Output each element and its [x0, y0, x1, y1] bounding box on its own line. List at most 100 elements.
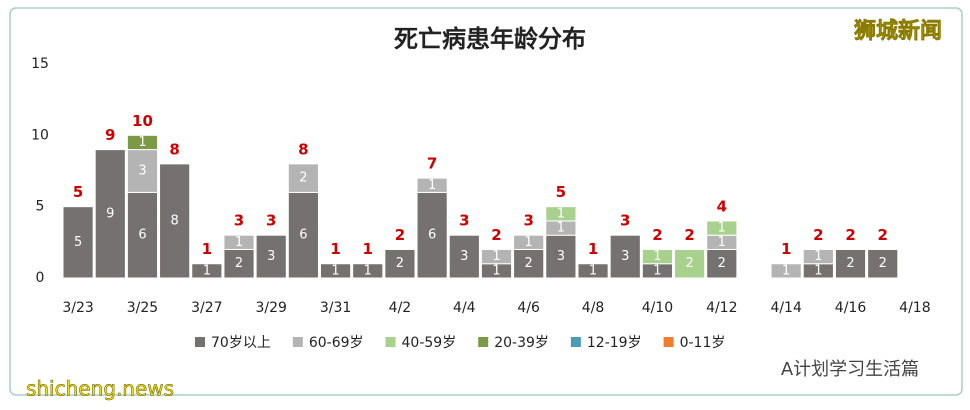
- bar-segment: [480, 248, 513, 265]
- segment-label: 1: [138, 135, 146, 150]
- bar-segment: [352, 263, 384, 279]
- bar-segment: [126, 134, 159, 151]
- x-tick-label: 3/23: [62, 300, 93, 316]
- segment-label: 1: [653, 263, 661, 278]
- segment-label: 3: [267, 249, 275, 264]
- total-label: 10: [132, 112, 153, 130]
- x-tick-label: 3/31: [320, 300, 351, 316]
- x-tick-label: 4/4: [453, 300, 476, 316]
- total-label: 2: [491, 226, 501, 244]
- total-label: 3: [523, 212, 533, 230]
- total-label: 1: [588, 240, 598, 258]
- segment-label: 3: [138, 164, 146, 179]
- legend-label: 12-19岁: [587, 335, 642, 351]
- segment-label: 3: [621, 249, 629, 264]
- segment-label: 1: [235, 235, 243, 250]
- segment-label: 1: [331, 263, 339, 278]
- legend-swatch: [385, 337, 396, 347]
- bar-segment: [94, 149, 126, 279]
- bar-segment: [674, 248, 706, 279]
- segment-label: 1: [718, 221, 726, 236]
- segment-label: 1: [814, 263, 822, 278]
- legend-swatch: [478, 337, 489, 347]
- y-tick-label: 15: [31, 56, 49, 72]
- total-label: 2: [878, 226, 888, 244]
- bar-segment: [319, 263, 352, 279]
- total-label: 7: [427, 155, 437, 173]
- segment-label: 1: [557, 221, 565, 236]
- bar-segment: [448, 234, 480, 279]
- x-tick-label: 4/2: [389, 300, 412, 316]
- total-label: 3: [459, 212, 469, 230]
- footer-site: shicheng.news: [26, 377, 174, 401]
- total-label: 5: [556, 183, 566, 201]
- legend-label: 0-11岁: [680, 335, 726, 351]
- total-label: 8: [169, 140, 179, 158]
- segment-label: 1: [492, 263, 500, 278]
- bar-segment: [706, 220, 738, 236]
- total-label: 1: [363, 240, 373, 258]
- segment-label: 2: [879, 256, 887, 271]
- bar-segment: [545, 234, 577, 279]
- legend-swatch: [292, 337, 303, 347]
- segment-label: 3: [460, 249, 468, 264]
- x-tick-label: 3/29: [255, 300, 286, 316]
- total-label: 2: [813, 226, 823, 244]
- segment-label: 6: [428, 228, 436, 243]
- segment-label: 1: [203, 263, 211, 278]
- segment-label: 9: [106, 206, 114, 221]
- total-label: 1: [330, 240, 340, 258]
- bar-segment: [770, 263, 802, 279]
- segment-label: 6: [138, 228, 146, 243]
- legend-swatch: [663, 337, 674, 347]
- legend-swatch: [570, 337, 581, 347]
- y-tick-label: 10: [31, 127, 49, 143]
- legend-label: 20-39岁: [494, 335, 549, 351]
- bar-segment: [62, 206, 94, 279]
- segment-label: 1: [653, 249, 661, 264]
- bar-segment: [384, 248, 416, 279]
- footer-account: A计划学习生活篇: [781, 359, 919, 380]
- segment-label: 1: [364, 263, 372, 278]
- segment-label: 2: [685, 256, 693, 271]
- segment-label: 2: [846, 256, 854, 271]
- total-label: 4: [717, 197, 727, 215]
- bar-segment: [223, 248, 255, 279]
- segment-label: 1: [428, 178, 436, 193]
- segment-label: 2: [525, 256, 533, 271]
- total-label: 2: [684, 226, 694, 244]
- legend-swatch: [195, 337, 205, 347]
- bar-segment: [416, 191, 448, 279]
- bar-segment: [255, 234, 287, 279]
- bar-segment: [416, 177, 448, 193]
- x-tick-label: 4/6: [517, 300, 540, 316]
- total-label: 1: [781, 240, 791, 258]
- legend-label: 40-59岁: [402, 335, 457, 351]
- chart-title: 死亡病患年龄分布: [394, 25, 586, 53]
- segment-label: 2: [396, 256, 404, 271]
- total-label: 2: [652, 226, 662, 244]
- bar-segment: [834, 248, 867, 279]
- y-tick-label: 0: [36, 270, 45, 286]
- x-tick-label: 4/10: [642, 300, 673, 316]
- total-label: 3: [266, 212, 276, 230]
- bar-segment: [641, 248, 674, 265]
- segment-label: 2: [235, 256, 243, 271]
- bar-segment: [191, 263, 223, 279]
- segment-label: 1: [525, 235, 533, 250]
- bar-segment: [159, 163, 191, 279]
- chart-frame: [9, 7, 963, 396]
- bar-segment: [867, 248, 899, 279]
- bar-segment: [287, 191, 319, 279]
- total-label: 9: [105, 126, 115, 144]
- segment-label: 8: [171, 213, 179, 228]
- bar-segment: [577, 263, 609, 279]
- bar-segment: [545, 206, 577, 222]
- segment-label: 1: [718, 235, 726, 250]
- total-label: 2: [845, 226, 855, 244]
- total-label: 8: [298, 140, 308, 158]
- bar-segment: [223, 234, 255, 250]
- x-tick-label: 4/18: [899, 300, 930, 316]
- x-tick-label: 4/12: [706, 300, 737, 316]
